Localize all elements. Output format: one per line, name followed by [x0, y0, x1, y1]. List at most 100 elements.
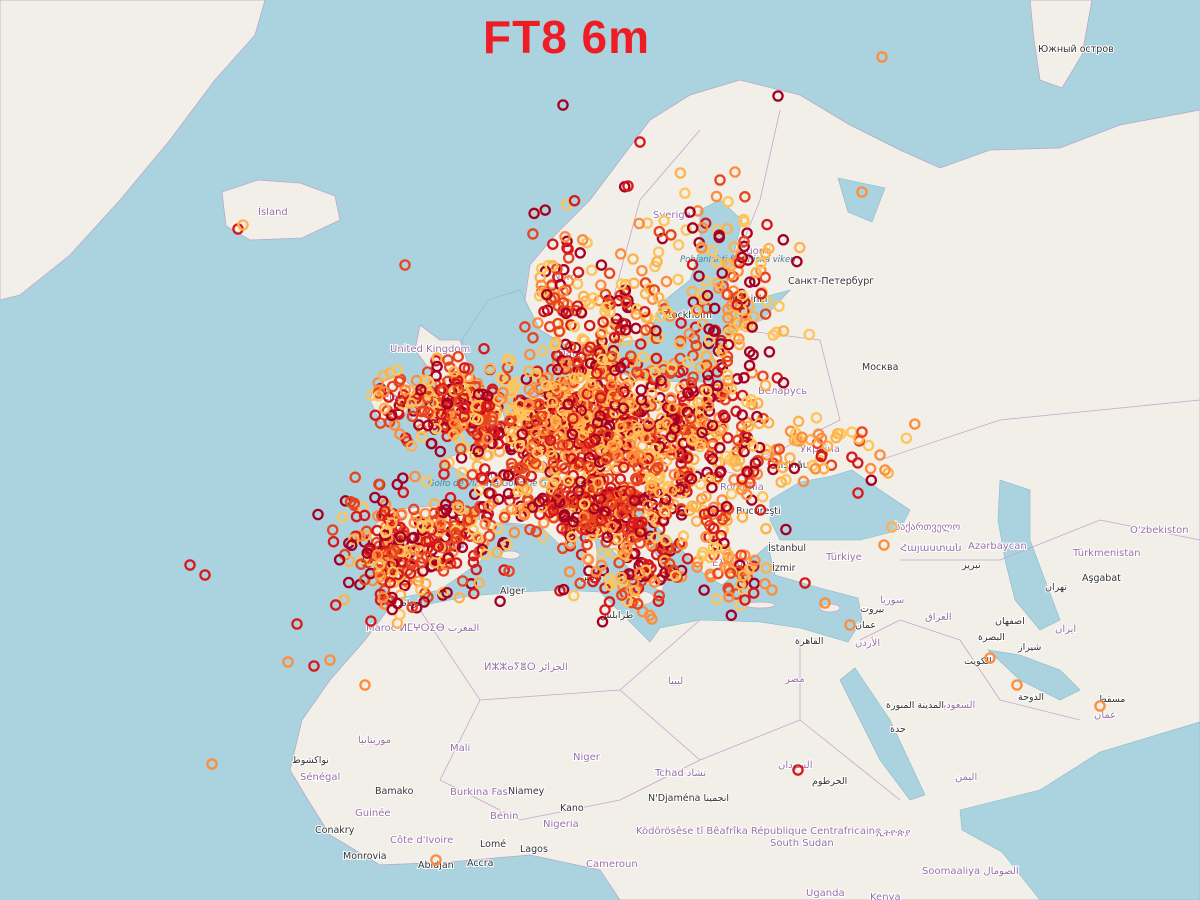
- spot-marker[interactable]: [570, 304, 582, 317]
- spot-marker[interactable]: [605, 496, 617, 509]
- spot-marker[interactable]: [425, 437, 438, 450]
- spot-marker[interactable]: [706, 419, 719, 432]
- spot-marker[interactable]: [481, 433, 494, 445]
- spot-marker[interactable]: [738, 240, 750, 253]
- spot-marker[interactable]: [386, 517, 398, 529]
- spot-marker[interactable]: [237, 219, 249, 231]
- spot-marker[interactable]: [406, 532, 418, 544]
- spot-marker[interactable]: [722, 195, 734, 208]
- spot-marker[interactable]: [374, 558, 386, 571]
- spot-marker[interactable]: [639, 324, 652, 336]
- spot-marker[interactable]: [739, 594, 751, 606]
- spot-marker[interactable]: [723, 591, 735, 603]
- spot-marker[interactable]: [741, 466, 753, 478]
- spot-marker[interactable]: [710, 256, 723, 268]
- spot-marker[interactable]: [395, 508, 408, 520]
- spot-marker[interactable]: [739, 549, 751, 562]
- spot-marker[interactable]: [504, 404, 516, 417]
- spot-marker[interactable]: [533, 290, 546, 302]
- spot-marker[interactable]: [557, 583, 570, 596]
- spot-marker[interactable]: [672, 273, 684, 286]
- spot-marker[interactable]: [434, 517, 447, 530]
- spot-marker[interactable]: [454, 443, 467, 455]
- spot-marker[interactable]: [749, 554, 761, 567]
- spot-marker[interactable]: [206, 758, 218, 770]
- spot-marker[interactable]: [452, 350, 464, 363]
- spot-marker[interactable]: [614, 323, 627, 336]
- spot-marker[interactable]: [378, 385, 390, 398]
- spot-marker[interactable]: [596, 547, 608, 560]
- spot-marker[interactable]: [622, 180, 634, 192]
- spot-marker[interactable]: [600, 301, 612, 314]
- spot-marker[interactable]: [772, 90, 784, 102]
- spot-marker[interactable]: [874, 449, 886, 461]
- spot-marker[interactable]: [418, 596, 430, 608]
- spot-marker[interactable]: [584, 341, 597, 353]
- spot-marker[interactable]: [635, 394, 648, 406]
- spot-marker[interactable]: [747, 310, 760, 323]
- spot-marker[interactable]: [647, 486, 660, 499]
- spot-marker[interactable]: [663, 558, 676, 570]
- spot-marker[interactable]: [597, 564, 609, 577]
- spot-marker[interactable]: [658, 215, 670, 227]
- spot-marker[interactable]: [415, 384, 427, 396]
- spot-marker[interactable]: [708, 302, 721, 315]
- spot-marker[interactable]: [338, 593, 350, 606]
- spot-marker[interactable]: [477, 500, 489, 513]
- spot-marker[interactable]: [647, 373, 660, 386]
- spot-marker[interactable]: [830, 431, 842, 444]
- spot-marker[interactable]: [652, 595, 665, 607]
- spot-marker[interactable]: [342, 576, 355, 589]
- spot-marker[interactable]: [557, 285, 569, 298]
- spot-marker[interactable]: [653, 330, 665, 343]
- spot-marker[interactable]: [682, 452, 694, 464]
- spot-marker[interactable]: [574, 371, 586, 384]
- spot-marker[interactable]: [575, 307, 588, 319]
- spot-marker[interactable]: [348, 533, 360, 546]
- spot-marker[interactable]: [406, 601, 418, 613]
- spot-marker[interactable]: [451, 501, 464, 513]
- spot-marker[interactable]: [755, 257, 767, 269]
- spot-marker[interactable]: [714, 442, 726, 454]
- spot-marker[interactable]: [590, 566, 602, 578]
- spot-marker[interactable]: [675, 457, 687, 470]
- spot-marker[interactable]: [583, 437, 595, 449]
- spot-marker[interactable]: [510, 412, 523, 424]
- spot-marker[interactable]: [633, 517, 645, 529]
- spot-marker[interactable]: [696, 550, 708, 562]
- spot-marker[interactable]: [740, 320, 752, 333]
- spot-marker[interactable]: [440, 498, 452, 511]
- spot-marker[interactable]: [395, 395, 407, 407]
- spot-marker[interactable]: [421, 392, 434, 404]
- spot-marker[interactable]: [700, 385, 713, 398]
- spot-marker[interactable]: [552, 363, 564, 376]
- spot-marker[interactable]: [355, 558, 367, 570]
- spot-marker[interactable]: [505, 432, 517, 445]
- spot-marker[interactable]: [585, 475, 598, 487]
- spot-marker[interactable]: [751, 410, 763, 423]
- spot-marker[interactable]: [405, 440, 418, 453]
- spot-marker[interactable]: [796, 431, 808, 444]
- spot-marker[interactable]: [712, 277, 724, 289]
- spot-marker[interactable]: [588, 502, 600, 515]
- spot-marker[interactable]: [530, 525, 543, 538]
- spot-marker[interactable]: [492, 522, 504, 535]
- spot-marker[interactable]: [721, 258, 734, 270]
- spot-marker[interactable]: [572, 266, 585, 279]
- spot-marker[interactable]: [640, 564, 652, 576]
- spot-marker[interactable]: [622, 419, 634, 431]
- spot-marker[interactable]: [535, 262, 548, 275]
- spot-marker[interactable]: [900, 432, 913, 444]
- spot-marker[interactable]: [773, 443, 785, 455]
- spot-marker[interactable]: [523, 365, 535, 378]
- spot-marker[interactable]: [660, 275, 673, 288]
- spot-marker[interactable]: [546, 260, 559, 272]
- spot-marker[interactable]: [729, 166, 741, 178]
- spot-marker[interactable]: [603, 267, 616, 280]
- spot-marker[interactable]: [524, 523, 536, 536]
- spot-marker[interactable]: [492, 493, 505, 505]
- spot-marker[interactable]: [759, 308, 772, 320]
- spot-marker[interactable]: [547, 238, 559, 250]
- spot-marker[interactable]: [440, 504, 452, 516]
- spot-marker[interactable]: [385, 409, 398, 422]
